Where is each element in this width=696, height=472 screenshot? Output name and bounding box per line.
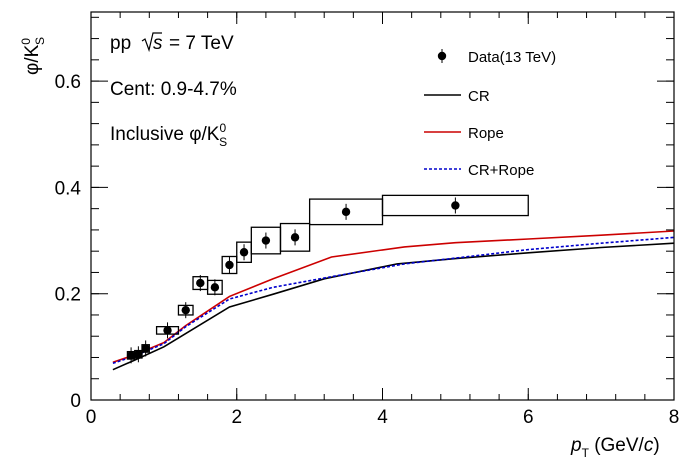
legend-rope-label: Rope (468, 125, 504, 142)
legend: Data(13 TeV) CR Rope CR+Rope (424, 49, 556, 179)
y-tick-label: 0 (70, 391, 81, 412)
series-line-cr (112, 242, 675, 371)
annotation-centrality: Cent: 0.9-4.7% (110, 79, 237, 100)
axis-ticks (90, 12, 675, 401)
data-point (126, 351, 136, 360)
data-point (134, 350, 143, 359)
axis-tick-labels: 0 2 4 6 8 0 0.2 0.4 0.6 (55, 72, 680, 428)
x-axis-label: pT (GeV/c) (570, 435, 660, 460)
data-point (210, 283, 220, 292)
data-point (181, 305, 190, 315)
y-tick-label: 0.6 (55, 72, 81, 93)
x-tick-label: 6 (523, 407, 534, 428)
data-point (163, 326, 172, 335)
data-point (290, 233, 300, 242)
x-tick-label: 2 (231, 407, 242, 428)
data-point (196, 278, 205, 288)
data-point (261, 236, 271, 245)
legend-cr-label: CR (468, 88, 490, 105)
sqrt-icon (141, 32, 162, 53)
data-point (341, 207, 351, 217)
annotations: pp s = 7 TeV Cent: 0.9-4.7% Inclusive φ/… (110, 32, 237, 149)
series-line-rope (112, 230, 675, 364)
legend-data-label: Data(13 TeV) (468, 49, 556, 66)
x-tick-label: 0 (86, 407, 97, 428)
systematic-box (221, 255, 238, 275)
x-tick-label: 8 (669, 407, 680, 428)
data-point (239, 248, 249, 257)
data-point (451, 201, 460, 210)
annotation-system: pp (110, 33, 131, 54)
data-point (225, 260, 234, 270)
data-point (141, 344, 150, 353)
y-axis-label: φ/K0S (19, 37, 47, 75)
annotation-energy: = 7 TeV (169, 33, 234, 54)
systematic-box (381, 194, 529, 217)
legend-crrope-label: CR+Rope (468, 162, 534, 179)
annotation-inclusive: Inclusive φ/K0 S (110, 121, 227, 149)
data-markers (126, 194, 529, 364)
y-tick-label: 0.4 (55, 178, 82, 199)
y-tick-label: 0.2 (55, 285, 81, 306)
annotation-s: s (153, 33, 163, 54)
x-tick-label: 4 (377, 407, 388, 428)
systematic-box (279, 222, 311, 252)
model-curves (112, 230, 675, 371)
